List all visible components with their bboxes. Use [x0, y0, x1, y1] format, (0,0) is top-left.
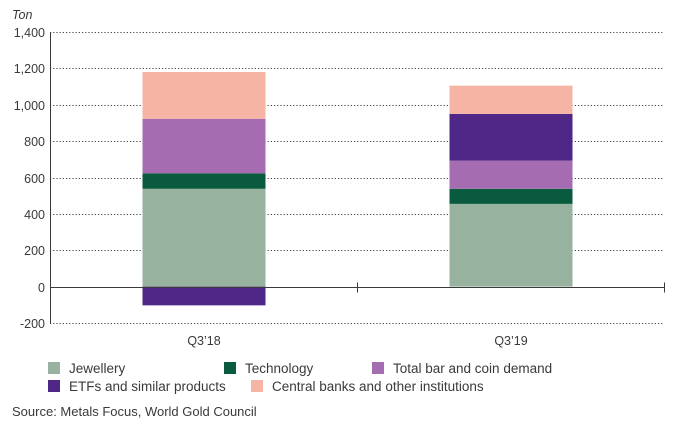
- y-unit-label: Ton: [12, 8, 32, 22]
- bar-segment-jewellery-q3-18: [142, 188, 266, 287]
- legend-swatch-jewellery: [48, 362, 60, 374]
- bar-segment-central-banks-and-other-institutions-q3-19: [449, 85, 573, 114]
- legend-label-central-banks: Central banks and other institutions: [272, 378, 484, 394]
- bars: [142, 72, 573, 306]
- legend-label-bar-and-coin: Total bar and coin demand: [393, 360, 553, 376]
- legend-item-central-banks: Central banks and other institutions: [251, 379, 484, 394]
- bar-segment-etfs-and-similar-products-q3-19: [449, 113, 573, 161]
- legend: Jewellery Technology Total bar and coin …: [48, 359, 648, 395]
- y-tick-label: 400: [24, 208, 45, 222]
- y-tick-label: -200: [20, 317, 45, 331]
- bar-segment-technology-q3-18: [142, 173, 266, 189]
- legend-item-jewellery: Jewellery: [48, 361, 224, 376]
- axes: -200 0 200 400 600 800 1,000 1,200 1,400 Q3’18 Q3’…: [14, 26, 665, 348]
- legend-row-2: ETFs and similar products Central banks …: [48, 377, 648, 395]
- bar-segment-jewellery-q3-19: [449, 203, 573, 287]
- legend-swatch-etfs: [48, 380, 60, 392]
- y-tick-label: 1,000: [14, 99, 45, 113]
- legend-swatch-bar-and-coin: [372, 362, 384, 374]
- bar-segment-total-bar-and-coin-demand-q3-19: [449, 160, 573, 189]
- y-tick-label: 800: [24, 135, 45, 149]
- legend-item-technology: Technology: [224, 361, 372, 376]
- legend-item-etfs: ETFs and similar products: [48, 379, 251, 394]
- legend-item-bar-and-coin: Total bar and coin demand: [372, 361, 552, 376]
- bar-segment-etfs-and-similar-products-q3-18: [142, 286, 266, 306]
- legend-label-technology: Technology: [245, 360, 314, 376]
- y-tick-label: 0: [38, 281, 45, 295]
- bar-segment-total-bar-and-coin-demand-q3-18: [142, 118, 266, 174]
- x-category-label: Q3’18: [187, 334, 220, 348]
- source-note: Source: Metals Focus, World Gold Council: [12, 404, 257, 419]
- legend-swatch-technology: [224, 362, 236, 374]
- y-tick-label: 1,400: [14, 26, 45, 40]
- bar-segment-central-banks-and-other-institutions-q3-18: [142, 72, 266, 119]
- legend-row-1: Jewellery Technology Total bar and coin …: [48, 359, 648, 377]
- y-tick-label: 1,200: [14, 62, 45, 76]
- legend-label-jewellery: Jewellery: [69, 360, 126, 376]
- legend-swatch-central-banks: [251, 380, 263, 392]
- bar-segment-technology-q3-19: [449, 188, 573, 204]
- x-category-label: Q3’19: [494, 334, 527, 348]
- legend-label-etfs: ETFs and similar products: [69, 378, 226, 394]
- y-tick-label: 200: [24, 244, 45, 258]
- y-tick-label: 600: [24, 172, 45, 186]
